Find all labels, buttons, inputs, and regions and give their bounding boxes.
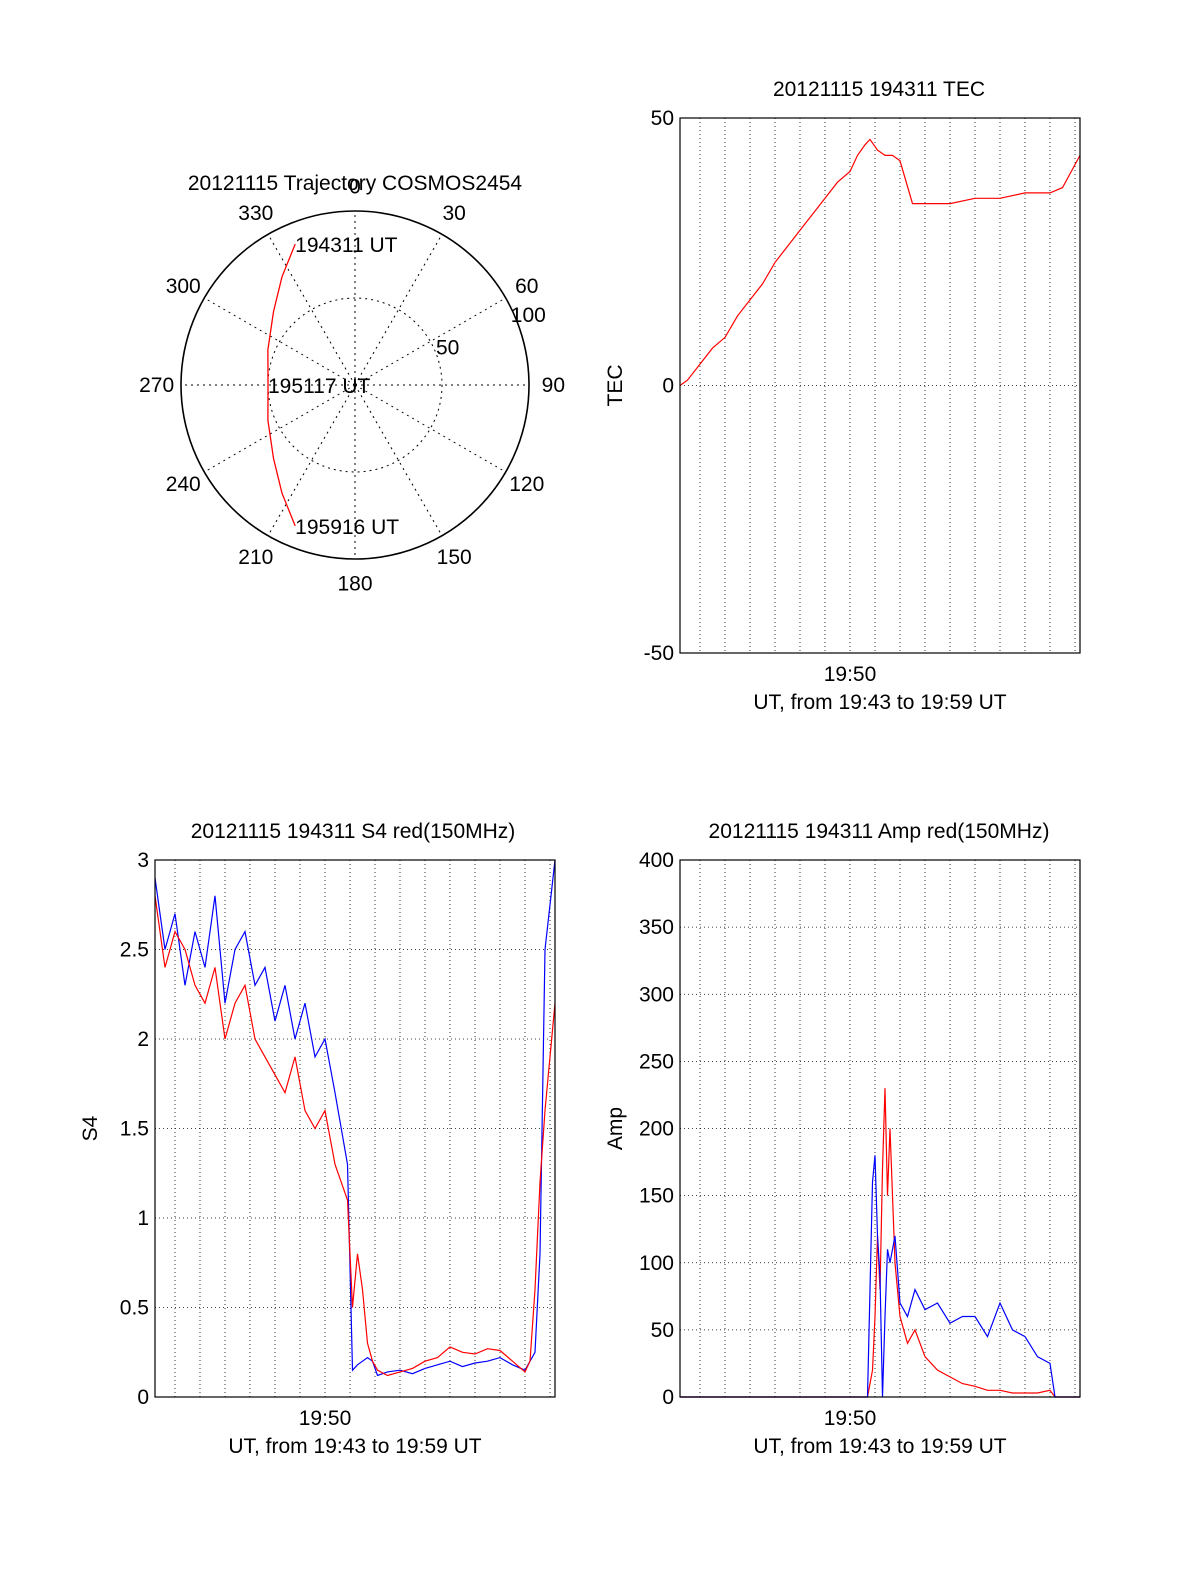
y-tick-label: 2.5 — [120, 939, 149, 962]
amp-y-label: Amp — [604, 1107, 627, 1150]
s4-chart: 20121115 194311 S4 red(150MHz) 0 0.5 1 1.5 2… — [79, 820, 556, 1458]
y-tick-label: 0 — [662, 1386, 674, 1409]
y-tick-label: 200 — [639, 1118, 674, 1141]
polar-theta-label: 60 — [515, 275, 538, 298]
polar-trajectory-line — [267, 243, 296, 527]
polar-annotation: 194311 UT — [295, 234, 398, 257]
y-tick-label: 50 — [651, 107, 674, 130]
polar-theta-label: 0 — [349, 176, 361, 199]
s4-y-ticks: 0 0.5 1 1.5 2 2.5 3 — [120, 849, 149, 1409]
polar-theta-label: 300 — [166, 275, 201, 298]
amp-title: 20121115 194311 Amp red(150MHz) — [709, 820, 1050, 843]
y-tick-label: 100 — [639, 1252, 674, 1275]
polar-theta-labels: 0 30 60 90 120 150 180 210 240 270 300 330 — [139, 176, 565, 596]
polar-theta-label: 240 — [166, 473, 201, 496]
x-tick-label: 19:50 — [824, 663, 877, 686]
y-tick-label: 2 — [137, 1028, 149, 1051]
amp-chart: 20121115 194311 Amp red(150MHz) 0 50 100 15… — [604, 820, 1081, 1458]
s4-grid — [155, 860, 555, 1397]
amp-x-ticks: 19:50 — [824, 1407, 877, 1430]
y-tick-label: 250 — [639, 1050, 674, 1073]
polar-theta-label: 210 — [238, 546, 273, 569]
s4-x-label: UT, from 19:43 to 19:59 UT — [228, 1435, 481, 1458]
tec-plot-frame — [679, 117, 1081, 654]
polar-ring-50 — [267, 297, 443, 473]
polar-outer-ring — [180, 210, 530, 560]
y-tick-label: 50 — [651, 1319, 674, 1342]
s4-y-label: S4 — [79, 1115, 102, 1141]
data-series-line — [679, 138, 1081, 386]
tec-x-label: UT, from 19:43 to 19:59 UT — [753, 691, 1006, 714]
polar-spoke-120 — [354, 384, 506, 473]
s4-x-ticks: 19:50 — [299, 1407, 352, 1430]
tec-x-ticks: 19:50 — [824, 663, 877, 686]
s4-title: 20121115 194311 S4 red(150MHz) — [191, 820, 516, 843]
polar-spoke-150 — [354, 384, 443, 536]
polar-theta-label: 150 — [437, 546, 472, 569]
data-series-line — [154, 859, 556, 1377]
polar-theta-label: 330 — [238, 202, 273, 225]
polar-spoke-210 — [267, 384, 356, 536]
amp-plot-frame — [679, 859, 1081, 1398]
tec-grid — [680, 118, 1080, 653]
polar-spoke-30 — [354, 234, 443, 386]
y-tick-label: 1 — [137, 1207, 149, 1230]
polar-theta-label: 270 — [139, 374, 174, 397]
tec-y-label: TEC — [604, 365, 627, 407]
polar-theta-label: 120 — [509, 473, 544, 496]
tec-title: 20121115 194311 TEC — [773, 78, 985, 101]
amp-x-label: UT, from 19:43 to 19:59 UT — [753, 1435, 1006, 1458]
y-tick-label: 0.5 — [120, 1297, 149, 1320]
polar-r-labels: 50 100 — [436, 304, 546, 360]
y-tick-label: 400 — [639, 849, 674, 872]
s4-series — [154, 859, 556, 1377]
data-series-line — [154, 895, 556, 1377]
polar-spoke-330 — [267, 234, 356, 386]
y-tick-label: 0 — [662, 375, 674, 398]
y-tick-label: 3 — [137, 849, 149, 872]
trajectory-polar-chart: 20121115 Trajectory COSMOS2454 0 30 60 90 12… — [139, 172, 565, 595]
polar-series — [267, 243, 296, 527]
tec-y-ticks: -50 0 50 — [644, 107, 674, 665]
polar-annotation: 195916 UT — [295, 516, 399, 539]
polar-spoke-60 — [354, 297, 506, 386]
polar-theta-label: 180 — [337, 572, 372, 595]
y-tick-label: 350 — [639, 916, 674, 939]
polar-grid — [180, 210, 530, 560]
tec-series — [679, 138, 1081, 386]
x-tick-label: 19:50 — [824, 1407, 877, 1430]
polar-title: 20121115 Trajectory COSMOS2454 — [188, 172, 523, 195]
tec-chart: 20121115 194311 TEC -50 0 50 19:50 TEC UT,… — [604, 78, 1081, 714]
y-tick-label: 1.5 — [120, 1118, 149, 1141]
y-tick-label: 150 — [639, 1185, 674, 1208]
amp-y-ticks: 0 50 100 150 200 250 300 350 400 — [639, 849, 674, 1409]
polar-annotation: 195117 UT — [268, 375, 371, 398]
polar-spoke-300 — [204, 297, 356, 386]
y-tick-label: 0 — [137, 1386, 149, 1409]
polar-r-label: 100 — [511, 304, 546, 327]
y-tick-label: -50 — [644, 642, 674, 665]
polar-theta-label: 30 — [443, 202, 466, 225]
amp-grid — [680, 860, 1080, 1397]
polar-r-label: 50 — [436, 336, 459, 359]
y-tick-label: 300 — [639, 983, 674, 1006]
polar-annotations: 194311 UT 195117 UT 195916 UT — [268, 234, 399, 539]
s4-plot-frame — [154, 859, 556, 1398]
polar-spoke-240 — [204, 384, 356, 473]
polar-theta-label: 90 — [542, 374, 565, 397]
x-tick-label: 19:50 — [299, 1407, 352, 1430]
